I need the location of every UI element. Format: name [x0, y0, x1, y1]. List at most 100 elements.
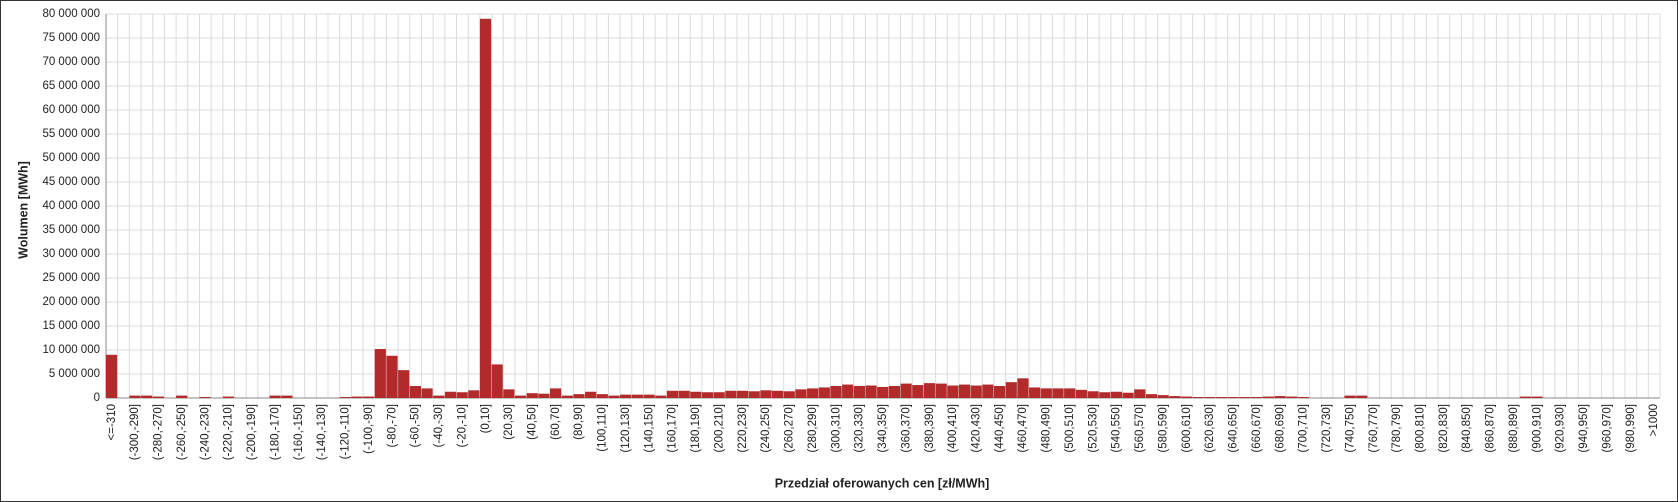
- x-tick-label: (760,770]: [1368, 404, 1380, 453]
- bar: [1239, 397, 1251, 398]
- x-tick-label: (840,850]: [1461, 404, 1473, 453]
- x-tick-label: (640,650]: [1228, 404, 1240, 453]
- bar: [1251, 397, 1263, 398]
- x-tick-label: (580,590]: [1157, 404, 1169, 453]
- x-tick-label: (-60,-50]: [410, 404, 422, 447]
- x-tick-label: (460,470]: [1017, 404, 1029, 453]
- bar: [1344, 395, 1356, 398]
- bar: [176, 395, 188, 398]
- x-tick-label: (-220,-210]: [223, 404, 235, 460]
- bar: [374, 349, 386, 398]
- bar: [479, 18, 492, 399]
- bar: [1356, 395, 1368, 398]
- bar: [409, 386, 421, 398]
- bar: [503, 389, 515, 398]
- bar: [958, 384, 971, 398]
- y-tick-label: 30 000 000: [42, 248, 100, 260]
- x-tick-label: (600,610]: [1181, 404, 1193, 453]
- bar: [1192, 397, 1204, 398]
- bar: [1099, 392, 1111, 398]
- x-tick-label: (0,10]: [480, 404, 492, 433]
- bar: [795, 389, 807, 398]
- bar: [1017, 378, 1029, 398]
- x-tick-label: (-120,-110]: [340, 404, 352, 459]
- x-tick-label: (680,690]: [1274, 404, 1286, 453]
- x-tick-label: (380,390]: [924, 404, 936, 453]
- bar: [550, 388, 562, 398]
- x-tick-label: (-260,-250]: [176, 404, 188, 460]
- x-tick-label: (60,70]: [550, 404, 562, 440]
- y-tick-label: 35 000 000: [42, 224, 100, 236]
- bar: [1286, 396, 1298, 398]
- x-tick-label: (740,750]: [1344, 404, 1356, 453]
- x-tick-label: (800,810]: [1415, 404, 1427, 453]
- bar: [935, 383, 947, 398]
- bar: [444, 391, 457, 398]
- bar: [351, 396, 363, 398]
- x-tick-label: (-240,-230]: [199, 404, 211, 460]
- x-tick-label: (820,830]: [1438, 404, 1450, 453]
- x-tick-label: (440,450]: [994, 404, 1006, 453]
- x-tick-label: (-280,-270]: [153, 404, 165, 460]
- bar: [912, 385, 924, 398]
- x-tick-label: (880,890]: [1508, 404, 1520, 453]
- bar: [970, 385, 982, 398]
- x-tick-label: (920,930]: [1555, 404, 1567, 453]
- bar: [818, 387, 830, 398]
- y-tick-label: 15 000 000: [42, 320, 100, 332]
- bar: [1040, 388, 1052, 398]
- bar: [538, 393, 550, 398]
- bar: [888, 386, 901, 398]
- y-tick-label: 25 000 000: [42, 272, 100, 284]
- y-tick-label: 20 000 000: [42, 296, 100, 308]
- y-tick-label: 45 000 000: [42, 176, 100, 188]
- bar: [386, 355, 398, 398]
- bar: [1029, 387, 1041, 398]
- bar: [1204, 397, 1216, 398]
- bar: [339, 397, 351, 398]
- bar: [1075, 389, 1087, 398]
- x-tick-label: (620,630]: [1204, 404, 1216, 453]
- bar: [222, 396, 235, 398]
- x-tick-label: (-80,-70]: [386, 404, 398, 447]
- bar: [585, 391, 597, 398]
- x-tick-label: (180,190]: [690, 404, 702, 453]
- bar: [1134, 389, 1146, 398]
- bar: [106, 354, 118, 398]
- x-tick-label: (120,130]: [620, 404, 632, 453]
- x-tick-label: (-20,-10]: [456, 404, 468, 447]
- x-tick-label: (860,870]: [1485, 404, 1497, 453]
- x-tick-label: (140,150]: [643, 404, 655, 453]
- bar: [1297, 397, 1309, 398]
- y-tick-label: 60 000 000: [42, 104, 100, 116]
- bar: [491, 364, 503, 398]
- bar: [982, 384, 994, 398]
- bar: [1122, 392, 1134, 398]
- x-tick-label: >1000: [1648, 404, 1660, 436]
- bar: [468, 390, 480, 398]
- bar: [608, 395, 620, 398]
- bar: [1052, 388, 1064, 398]
- y-tick-label: 40 000 000: [42, 200, 100, 212]
- x-tick-label: (520,530]: [1087, 404, 1099, 453]
- bar: [865, 385, 877, 398]
- y-tick-label: 75 000 000: [42, 32, 100, 44]
- bar: [1087, 391, 1099, 398]
- bar: [643, 394, 655, 398]
- bar: [772, 390, 784, 398]
- y-tick-label: 50 000 000: [42, 152, 100, 164]
- x-tick-label: (500,510]: [1064, 404, 1076, 453]
- x-tick-label: (80,90]: [573, 404, 585, 440]
- bar: [701, 392, 714, 398]
- x-tick-label: (300,310]: [830, 404, 842, 453]
- bar: [736, 390, 749, 398]
- bar: [129, 395, 141, 398]
- bar: [526, 393, 538, 398]
- bar: [1519, 396, 1531, 398]
- x-tick-label: (-180,-170]: [269, 404, 281, 460]
- bar: [433, 395, 445, 398]
- x-tick-label: (280,290]: [807, 404, 819, 453]
- bar: [666, 390, 679, 398]
- x-tick-label: (-160,-150]: [293, 404, 305, 460]
- x-tick-label: (200,210]: [713, 404, 725, 453]
